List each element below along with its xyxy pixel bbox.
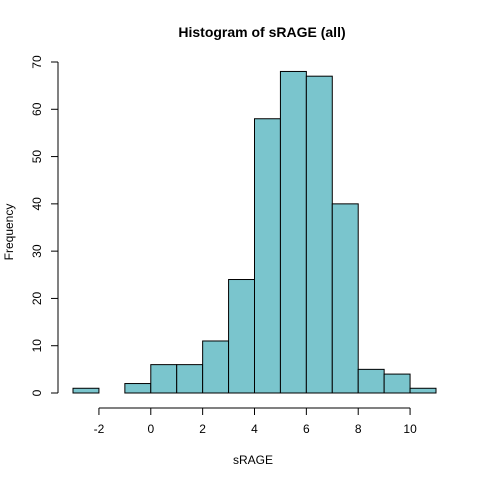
x-tick-label: -2	[94, 422, 105, 436]
histogram-bar	[254, 118, 281, 394]
y-tick-label: 40	[30, 197, 44, 211]
histogram-bar	[72, 387, 100, 394]
x-axis-label: sRAGE	[233, 453, 273, 467]
histogram-bar	[150, 364, 178, 394]
histogram-bar	[228, 279, 255, 394]
x-axis: -2 0 2 4 6 8 10	[94, 407, 417, 436]
histogram-bar	[202, 340, 230, 394]
y-tick-label: 70	[30, 55, 44, 69]
chart-title: Histogram of sRAGE (all)	[178, 24, 345, 40]
x-tick-label: 10	[403, 422, 417, 436]
x-tick-label: 2	[199, 422, 206, 436]
y-axis: 0 10 20 30 40 50 60 70	[30, 55, 59, 396]
histogram-bar	[331, 203, 359, 394]
histogram-bar	[176, 364, 204, 394]
histogram-bar	[305, 75, 333, 394]
x-tick-label: 6	[303, 422, 310, 436]
histogram-bar	[124, 383, 152, 394]
histogram-bar	[279, 70, 307, 394]
y-tick-label: 30	[30, 244, 44, 258]
x-tick-label: 0	[147, 422, 154, 436]
y-tick-label: 50	[30, 150, 44, 164]
y-tick-label: 20	[30, 291, 44, 305]
histogram-bar	[383, 373, 411, 394]
x-tick-label: 8	[355, 422, 362, 436]
bars-group	[72, 70, 437, 394]
y-axis-label: Frequency	[2, 204, 16, 261]
y-tick-label: 60	[30, 102, 44, 116]
y-tick-label: 0	[30, 389, 44, 396]
x-tick-label: 4	[251, 422, 258, 436]
y-tick-label: 10	[30, 339, 44, 353]
histogram-bar	[409, 387, 437, 394]
histogram-bar	[357, 368, 385, 394]
